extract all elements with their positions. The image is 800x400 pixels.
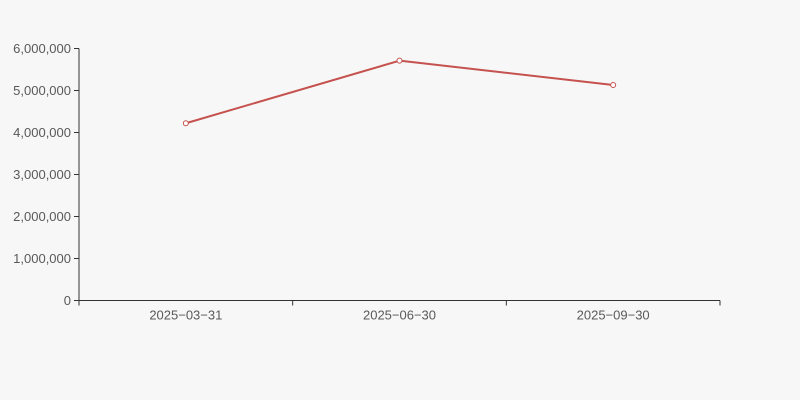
x-tick-label: 2025−06−30 <box>363 308 436 323</box>
data-point-marker[interactable] <box>182 120 189 127</box>
y-tick-label: 0 <box>64 293 71 308</box>
y-tick-label: 5,000,000 <box>13 83 71 98</box>
line-series <box>184 59 615 125</box>
x-tick-label: 2025−03−31 <box>149 308 222 323</box>
y-tick-label: 2,000,000 <box>13 209 71 224</box>
y-tick-label: 6,000,000 <box>13 41 71 56</box>
data-point-marker[interactable] <box>610 82 617 89</box>
data-point-marker[interactable] <box>396 57 403 64</box>
y-tick-label: 3,000,000 <box>13 167 71 182</box>
y-tick-label: 4,000,000 <box>13 125 71 140</box>
x-tick-label: 2025−09−30 <box>577 308 650 323</box>
y-tick-label: 1,000,000 <box>13 251 71 266</box>
